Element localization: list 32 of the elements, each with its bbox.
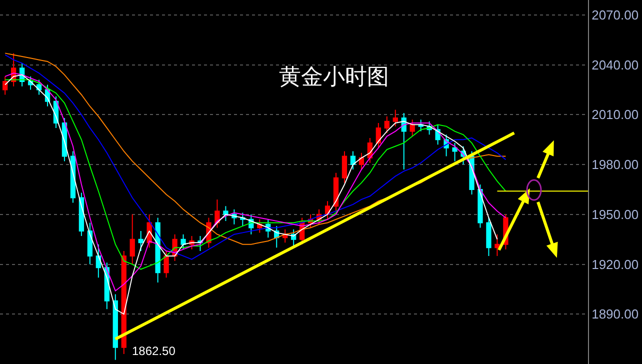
candlestick (452, 142, 458, 162)
candlestick (401, 112, 406, 170)
candlestick (155, 217, 160, 284)
y-tick-label: 2070.00 (592, 8, 639, 23)
candlestick (223, 206, 228, 222)
candlestick (87, 222, 93, 265)
candlestick (138, 230, 144, 252)
candlestick (410, 119, 415, 137)
y-tick-label: 2040.00 (592, 57, 639, 72)
candlestick (486, 217, 492, 256)
candlestick (358, 152, 364, 170)
candlestick (112, 294, 118, 360)
candlestick (164, 250, 169, 278)
y-tick-label: 2010.00 (592, 107, 639, 122)
y-tick-label: 1950.00 (592, 206, 639, 222)
candlestick (478, 184, 483, 228)
y-tick-label: 1920.00 (592, 256, 639, 272)
candlestick (96, 244, 101, 278)
candlestick (180, 234, 186, 250)
text: 黄金小时图 (278, 65, 389, 90)
y-tick-label: 1890.00 (592, 306, 639, 322)
candlestick (494, 234, 500, 256)
y-tick-label: 1980.00 (592, 157, 639, 172)
candlestick (130, 214, 135, 265)
candlestick (384, 116, 390, 134)
candlestick (376, 122, 381, 148)
annotation: 1862.50 (132, 344, 176, 358)
candlestick (392, 109, 398, 127)
candlestick (2, 76, 8, 96)
candlestick (350, 150, 356, 170)
candlestick (342, 150, 348, 184)
candlestick (333, 172, 339, 212)
